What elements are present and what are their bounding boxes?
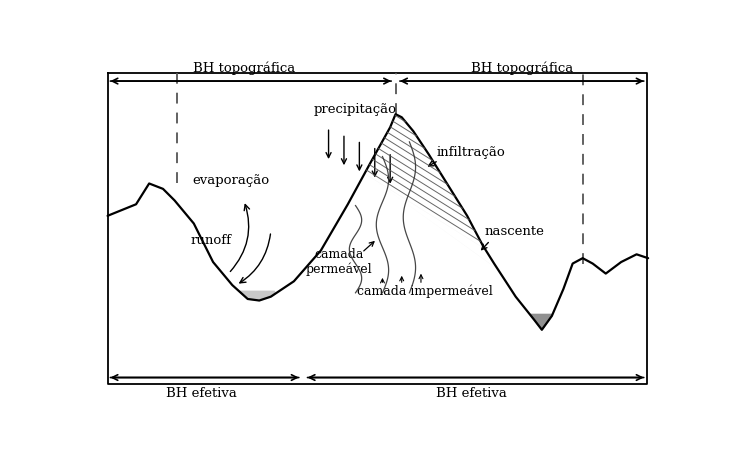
Polygon shape [334,204,348,227]
Text: nascente: nascente [485,225,545,238]
Text: evaporação: evaporação [193,174,269,187]
Text: BH topográfica: BH topográfica [193,61,295,75]
Text: infiltração: infiltração [437,146,505,159]
Polygon shape [350,174,498,270]
Polygon shape [240,291,275,300]
Polygon shape [318,230,332,253]
Text: camada impermeável: camada impermeável [357,285,492,298]
Text: camada
permeável: camada permeável [305,248,372,276]
Text: BH topográfica: BH topográfica [470,61,573,75]
Text: BH efetiva: BH efetiva [166,387,237,400]
Text: precipitação: precipitação [314,103,397,116]
Text: runoff: runoff [190,234,232,247]
Polygon shape [530,314,553,330]
Text: BH efetiva: BH efetiva [436,387,506,400]
